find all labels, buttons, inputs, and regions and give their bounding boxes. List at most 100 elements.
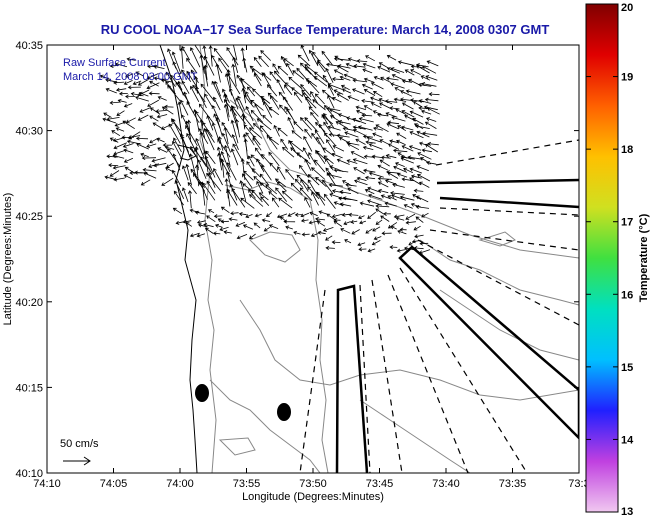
current-vector [390,82,405,89]
current-vector [372,132,383,138]
current-vector [367,186,381,193]
current-vector [256,180,264,194]
current-vector [109,137,119,143]
current-vectors [99,45,440,255]
sector-outlines [335,178,579,473]
current-vector [357,125,373,131]
current-vector [276,79,285,94]
current-vector [291,130,302,139]
current-vector [204,155,216,178]
current-vector [405,213,416,220]
current-vector [212,231,221,236]
current-vector [316,221,326,227]
current-vector [410,98,424,103]
current-vector [384,99,398,104]
current-vector [399,227,407,232]
current-vector [368,143,383,150]
current-vector [364,188,375,195]
current-vector [423,105,438,111]
current-vector [371,154,382,159]
current-vector [276,213,288,219]
current-vector [185,125,198,147]
current-vector [300,179,309,192]
current-vector [223,99,237,117]
current-vector [400,155,415,160]
current-vector [347,187,359,195]
current-vector [331,240,341,245]
current-vector [200,156,213,175]
current-vector [177,101,183,117]
current-vector [115,87,127,92]
current-vector [223,144,231,167]
y-axis-ticks: 40:35 40:30 40:25 40:20 40:15 40:10 [15,40,579,480]
x-tick-label: 74:00 [166,478,194,490]
current-vector [356,176,367,181]
current-vector [340,84,350,91]
current-vector [165,81,176,95]
current-vector [377,112,389,117]
current-vector [310,111,319,123]
current-vector [386,122,399,130]
current-vector [424,143,439,153]
current-vector [263,226,271,232]
current-vector [362,68,373,74]
current-vector [367,248,376,253]
current-vector [311,167,326,180]
current-vector [113,150,126,156]
current-vector [251,168,261,178]
x-axis-label: Longitude (Degrees:Minutes) [242,491,384,503]
current-vector [416,65,430,74]
current-vector [313,76,328,87]
current-vector [345,62,357,69]
current-vector [416,165,429,172]
current-vector [418,99,432,104]
current-vector [149,80,159,87]
current-vector [399,195,415,201]
current-vector [197,159,207,179]
dashed-boundaries [299,139,579,473]
current-vector [304,117,318,131]
current-vector [199,54,205,74]
current-vector [243,115,255,130]
current-vector [190,145,199,160]
current-vector [106,154,118,159]
current-vector [379,159,390,167]
current-vector [242,224,254,230]
current-vector [165,162,174,168]
inset-line: March 14, 2008 03:00 GMT [63,71,198,83]
current-vector [311,191,319,206]
current-vector [224,178,229,199]
current-vector [421,82,437,87]
current-vector [203,223,214,228]
current-vector [401,177,414,182]
current-vector [387,143,400,150]
current-vector [352,128,366,136]
current-vector [341,88,352,94]
current-vector [190,69,199,84]
current-vector [187,190,193,209]
current-vector [396,139,406,146]
current-vector [113,142,127,150]
current-vector [232,56,239,74]
current-vector [344,239,352,244]
current-vector [102,117,117,124]
current-vector [181,165,189,181]
current-vector [212,96,221,111]
current-vector [242,57,248,73]
current-vector [262,72,272,89]
current-vector [352,117,367,125]
current-vector [271,197,280,208]
current-vector [171,51,182,75]
current-vector [317,61,326,73]
current-vector [317,230,326,235]
current-vector [242,173,253,189]
current-vector [405,220,416,225]
current-vector [287,116,295,130]
current-vector [377,65,391,73]
current-vector [408,240,416,246]
current-vector [387,120,400,125]
colorbar-tick-label: 15 [621,362,633,374]
current-vector [291,87,304,98]
current-vector [198,103,214,124]
bathymetry-contours [199,45,579,473]
